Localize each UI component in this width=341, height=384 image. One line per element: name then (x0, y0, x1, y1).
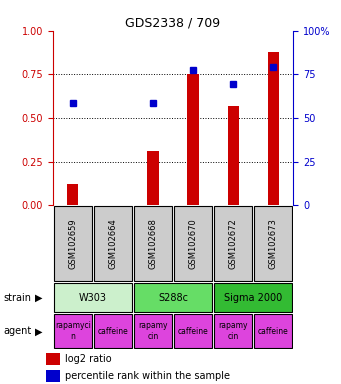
Bar (227, 106, 239, 205)
Text: caffeine: caffeine (258, 327, 288, 336)
Text: agent: agent (3, 326, 32, 336)
Bar (54, 206, 92, 281)
Text: Sigma 2000: Sigma 2000 (224, 293, 282, 303)
Text: rapamyci
n: rapamyci n (55, 321, 91, 341)
Text: caffeine: caffeine (98, 327, 128, 336)
Bar (214, 314, 252, 348)
Text: GSM102664: GSM102664 (108, 218, 117, 269)
Text: log2 ratio: log2 ratio (64, 354, 111, 364)
Bar (46, 370, 60, 382)
Text: S288c: S288c (158, 293, 188, 303)
Text: caffeine: caffeine (178, 327, 208, 336)
Text: W303: W303 (79, 293, 107, 303)
Bar (268, 52, 279, 205)
Text: percentile rank within the sample: percentile rank within the sample (64, 371, 229, 381)
Text: GSM102670: GSM102670 (189, 218, 197, 269)
Text: strain: strain (3, 293, 31, 303)
Text: rapamy
cin: rapamy cin (138, 321, 168, 341)
Bar (254, 314, 293, 348)
Bar (214, 283, 293, 312)
Text: rapamy
cin: rapamy cin (218, 321, 248, 341)
Bar (174, 206, 212, 281)
Bar (67, 184, 78, 205)
Bar (54, 314, 92, 348)
Bar (147, 151, 159, 205)
Bar (94, 206, 132, 281)
Bar (214, 206, 252, 281)
Bar (54, 283, 132, 312)
Bar (134, 283, 212, 312)
Text: GSM102668: GSM102668 (149, 218, 158, 269)
Bar (134, 206, 172, 281)
Text: ▶: ▶ (35, 293, 43, 303)
Bar (94, 314, 132, 348)
Text: GSM102659: GSM102659 (69, 218, 77, 269)
Title: GDS2338 / 709: GDS2338 / 709 (125, 17, 221, 30)
Text: GSM102673: GSM102673 (269, 218, 278, 269)
Text: ▶: ▶ (35, 326, 43, 336)
Bar (174, 314, 212, 348)
Bar (46, 353, 60, 365)
Text: GSM102672: GSM102672 (229, 218, 238, 269)
Bar (188, 74, 199, 205)
Bar (134, 314, 172, 348)
Bar (254, 206, 293, 281)
